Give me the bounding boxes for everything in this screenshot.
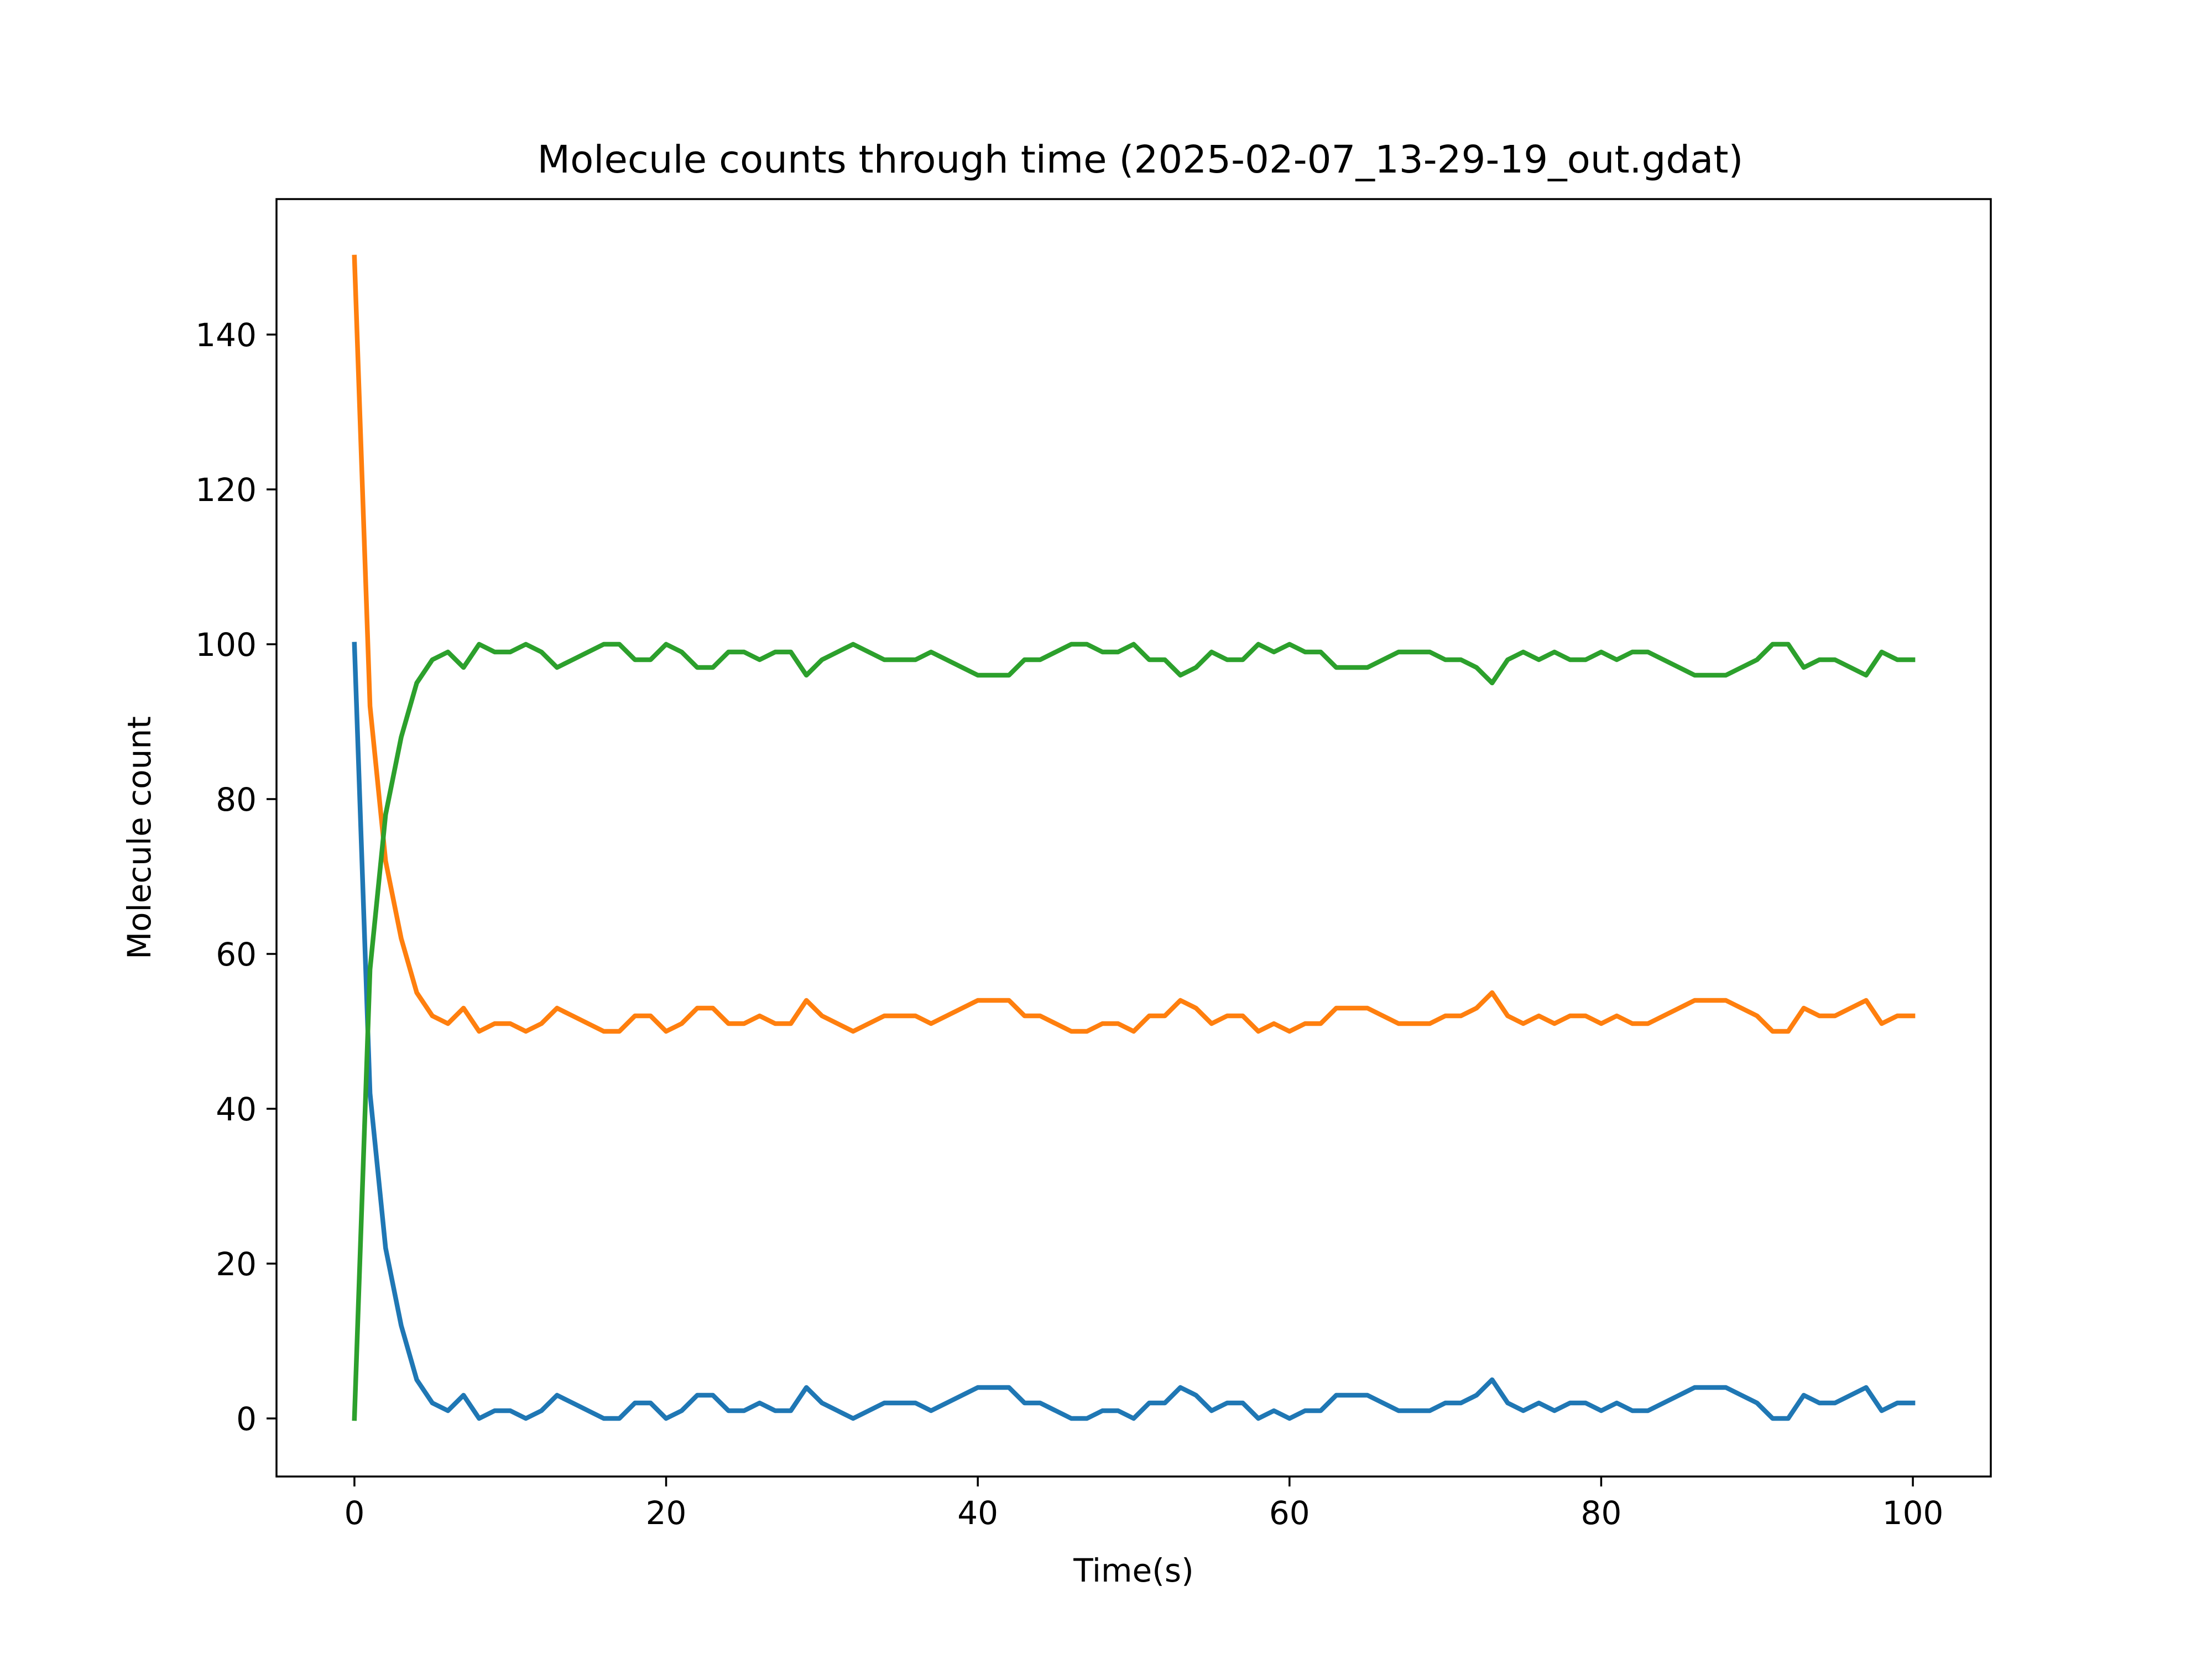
x-tick-label: 60: [1269, 1494, 1310, 1532]
axes-frame: [275, 198, 1992, 1478]
series-line-1: [352, 641, 1916, 1421]
y-tick-label: 40: [216, 1091, 257, 1128]
y-tick-label: 100: [195, 626, 257, 664]
x-tick-label: 100: [1882, 1494, 1944, 1532]
x-axis: 0 20 40 60 80 100: [344, 1477, 1943, 1532]
y-tick-label: 80: [216, 781, 257, 818]
x-tick-label: 80: [1581, 1494, 1622, 1532]
y-tick-label: 140: [195, 316, 257, 354]
y-tick-label: 0: [236, 1400, 257, 1438]
x-tick-label: 40: [957, 1494, 998, 1532]
chart-title: Molecule counts through time (2025-02-07…: [538, 138, 1744, 182]
y-tick-label: 120: [195, 471, 257, 509]
series-line-2: [352, 254, 1916, 1034]
x-tick-label: 20: [646, 1494, 687, 1532]
y-axis-label: Molecule count: [121, 716, 158, 959]
y-tick-label: 60: [216, 936, 257, 973]
y-tick-label: 20: [216, 1245, 257, 1283]
y-axis: 0 20 40 60 80 100 120 140: [195, 316, 276, 1438]
x-axis-label: Time(s): [1073, 1552, 1193, 1589]
plot-area: [352, 254, 1916, 1421]
series-line-3: [352, 641, 1916, 1421]
x-tick-label: 0: [344, 1494, 364, 1532]
